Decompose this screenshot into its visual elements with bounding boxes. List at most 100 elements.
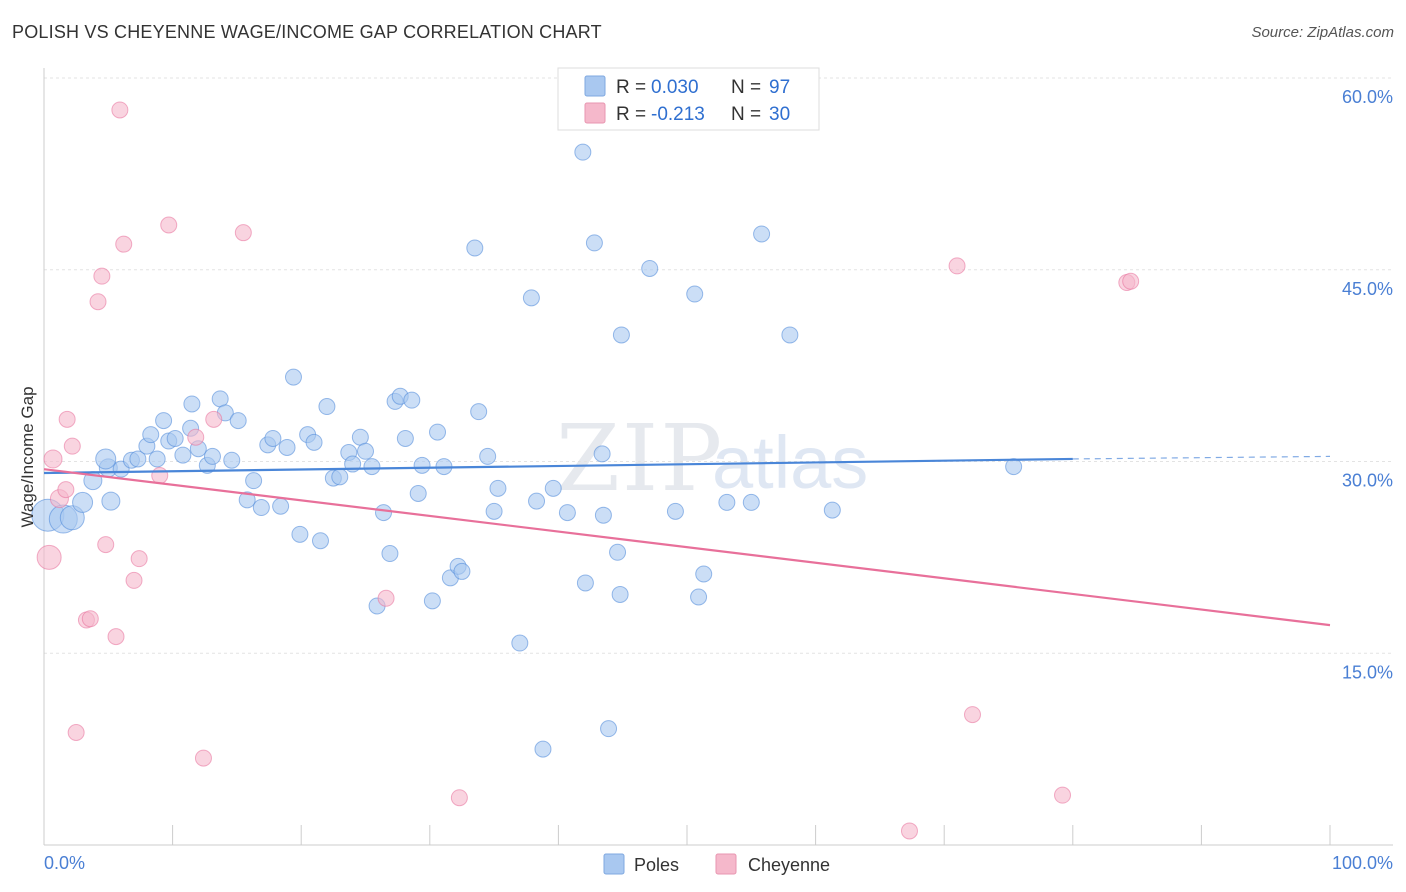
poles-point xyxy=(666,502,684,520)
poles-point xyxy=(155,412,173,430)
poles-point xyxy=(166,429,184,447)
cheyenne-point xyxy=(948,257,966,275)
cheyenne-point xyxy=(205,410,223,428)
poles-point xyxy=(611,585,629,603)
poles-point xyxy=(479,447,497,465)
poles-point xyxy=(489,479,507,497)
series-poles-points xyxy=(31,143,1023,758)
poles-point xyxy=(101,491,121,511)
cheyenne-point xyxy=(900,822,918,840)
poles-point xyxy=(609,543,627,561)
cheyenne-point xyxy=(107,628,125,646)
chart-title: POLISH VS CHEYENNE WAGE/INCOME GAP CORRE… xyxy=(12,22,602,42)
cheyenne-point xyxy=(57,481,75,499)
legend-poles-n-label: N = xyxy=(731,77,761,98)
cheyenne-point xyxy=(963,706,981,724)
poles-point xyxy=(544,479,562,497)
cheyenne-point xyxy=(151,467,169,485)
poles-point xyxy=(522,289,540,307)
cheyenne-point xyxy=(377,589,395,607)
poles-point xyxy=(612,326,630,344)
poles-point xyxy=(264,429,282,447)
poles-point xyxy=(593,445,611,463)
poles-point xyxy=(396,429,414,447)
poles-point xyxy=(781,326,799,344)
poles-point xyxy=(381,545,399,563)
poles-point xyxy=(318,398,336,416)
poles-point xyxy=(311,532,329,550)
poles-trend-line xyxy=(43,457,1073,475)
poles-point xyxy=(1005,458,1023,476)
x-tick-label-min: 0.0% xyxy=(44,853,85,873)
poles-point xyxy=(238,491,256,509)
poles-point xyxy=(413,456,431,474)
poles-point xyxy=(600,720,618,738)
cheyenne-point xyxy=(1054,786,1072,804)
poles-point xyxy=(229,412,247,430)
poles-point xyxy=(594,506,612,524)
legend-top: R = 0.030 N = 97 R = -0.213 N = 30 xyxy=(557,67,820,131)
poles-point xyxy=(718,493,736,511)
poles-point xyxy=(686,285,704,303)
legend-swatch-poles xyxy=(584,75,606,97)
watermark-zip: ZIP xyxy=(556,405,724,512)
y-tick-label-60: 60.0% xyxy=(1342,87,1393,107)
poles-point xyxy=(534,740,552,758)
poles-point xyxy=(245,472,263,490)
poles-point xyxy=(252,499,270,517)
poles-point xyxy=(291,525,309,543)
cheyenne-point xyxy=(234,224,252,242)
legend-cheyenne-n-label: N = xyxy=(731,104,761,125)
grid-lines xyxy=(44,77,1393,654)
cheyenne-point xyxy=(36,544,62,570)
cheyenne-point xyxy=(43,449,63,469)
y-tick-label-15: 15.0% xyxy=(1342,662,1393,682)
cheyenne-trend-line xyxy=(43,468,1331,627)
poles-point xyxy=(174,446,192,464)
poles-point xyxy=(585,234,603,252)
cheyenne-point xyxy=(194,749,212,767)
cheyenne-point xyxy=(89,293,107,311)
poles-point xyxy=(72,491,94,513)
poles-point xyxy=(148,450,166,468)
x-tick-label-max: 100.0% xyxy=(1332,853,1393,873)
poles-point xyxy=(695,565,713,583)
legend-poles-r-value: 0.030 xyxy=(651,77,699,98)
poles-point xyxy=(284,368,302,386)
poles-point xyxy=(403,391,421,409)
cheyenne-point xyxy=(160,216,178,234)
poles-point xyxy=(429,423,447,441)
cheyenne-point xyxy=(63,437,81,455)
cheyenne-point xyxy=(450,789,468,807)
poles-point xyxy=(183,395,201,413)
cheyenne-point xyxy=(125,571,143,589)
cheyenne-point xyxy=(81,610,99,628)
poles-point xyxy=(305,433,323,451)
poles-point xyxy=(95,448,117,470)
y-tick-labels: 15.0% 30.0% 45.0% 60.0% xyxy=(1342,87,1393,682)
legend-cheyenne-n-value: 30 xyxy=(769,104,790,125)
poles-point xyxy=(375,504,393,522)
poles-point xyxy=(203,447,221,465)
series-cheyenne-points xyxy=(36,101,1140,840)
poles-point xyxy=(574,143,592,161)
y-tick-label-30: 30.0% xyxy=(1342,471,1393,491)
legend-cheyenne-r-label: R = xyxy=(616,104,646,125)
poles-point xyxy=(331,468,349,486)
poles-point xyxy=(357,442,374,460)
poles-point xyxy=(753,225,771,243)
poles-point xyxy=(223,451,241,469)
cheyenne-point xyxy=(1122,272,1140,290)
poles-point xyxy=(142,426,160,444)
cheyenne-point xyxy=(111,101,129,119)
bottom-legend-label-cheyenne: Cheyenne xyxy=(748,855,830,875)
cheyenne-point xyxy=(93,267,111,285)
legend-bottom: Poles Cheyenne xyxy=(603,853,830,875)
poles-point xyxy=(466,239,484,257)
source-label: Source: ZipAtlas.com xyxy=(1251,24,1394,41)
poles-point xyxy=(576,574,594,592)
cheyenne-point xyxy=(187,428,205,446)
poles-trend-extension xyxy=(1072,455,1331,460)
poles-point xyxy=(528,492,546,510)
